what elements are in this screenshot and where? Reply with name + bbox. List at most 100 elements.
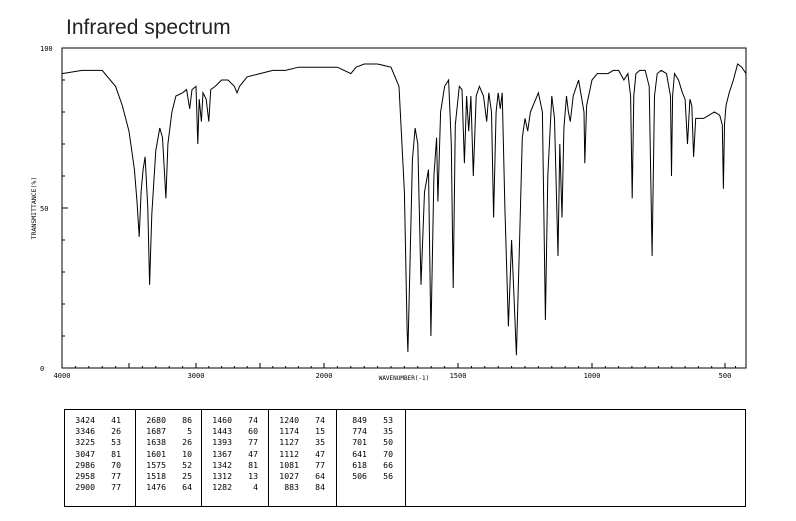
- peak-transmittance: 74: [315, 415, 325, 425]
- peak-transmittance: 70: [383, 448, 393, 459]
- peak-transmittance: 53: [111, 437, 121, 448]
- peak-transmittance: 25: [182, 471, 192, 482]
- peak-transmittance: 86: [182, 415, 192, 425]
- peak-wavenumber: 2680: [146, 415, 166, 425]
- peak-transmittance: 26: [182, 437, 192, 448]
- peak-wavenumber: 1027: [279, 471, 299, 482]
- peak-wavenumber: 641: [352, 448, 367, 459]
- peak-table: 3424 41 3346 26 3225 53 3047 81 2986 70 2958 77 2900…: [64, 409, 746, 507]
- y-tick-label: 0: [40, 365, 44, 373]
- x-tick-label: 4000: [54, 372, 71, 380]
- peak-transmittance: 66: [383, 459, 393, 470]
- peak-transmittance: 5: [187, 426, 192, 437]
- x-axis-label: WAVENUMBER(-1): [379, 375, 430, 382]
- peak-transmittance: 13: [248, 471, 258, 482]
- peak-wavenumber: 506: [352, 471, 367, 482]
- peak-wavenumber: 618: [352, 459, 367, 470]
- y-tick-label: 100: [40, 45, 53, 53]
- peak-table-row: 641 70: [337, 449, 405, 460]
- peak-table-row: 2680 86: [136, 415, 201, 426]
- peak-transmittance: 53: [383, 415, 393, 425]
- peak-transmittance: 64: [182, 482, 192, 493]
- peak-transmittance: 52: [182, 459, 192, 470]
- x-tick-label: 2000: [316, 372, 333, 380]
- peak-table-row: 1312 13: [202, 471, 268, 482]
- peak-table-row: 1601 10: [136, 449, 201, 460]
- x-tick-label: 1000: [584, 372, 601, 380]
- peak-table-row: 883 84: [269, 482, 336, 493]
- peak-table-row: 1240 74: [269, 415, 336, 426]
- plot-frame: [61, 47, 747, 369]
- peak-wavenumber: 1127: [279, 437, 299, 448]
- peak-table-row: 1518 25: [136, 471, 201, 482]
- peak-table-row: 3225 53: [65, 437, 135, 448]
- peak-table-row: 774 35: [337, 426, 405, 437]
- peak-wavenumber: 1312: [212, 471, 232, 482]
- peak-table-row: 849 53: [337, 415, 405, 426]
- peak-transmittance: 47: [248, 448, 258, 459]
- peak-transmittance: 84: [315, 482, 325, 493]
- peak-wavenumber: 1601: [146, 448, 166, 459]
- peak-wavenumber: 1367: [212, 448, 232, 459]
- peak-transmittance: 77: [248, 437, 258, 448]
- peak-table-row: 1575 52: [136, 460, 201, 471]
- peak-table-row: 1443 60: [202, 426, 268, 437]
- peak-table-row: 618 66: [337, 460, 405, 471]
- peak-table-row: 1027 64: [269, 471, 336, 482]
- y-tick-label: 50: [40, 205, 48, 213]
- peak-wavenumber: 1174: [279, 426, 299, 437]
- peak-wavenumber: 1240: [279, 415, 299, 425]
- peak-wavenumber: 1443: [212, 426, 232, 437]
- peak-transmittance: 64: [315, 471, 325, 482]
- peak-transmittance: 70: [111, 459, 121, 470]
- spectrum-line: [61, 63, 747, 356]
- peak-table-row: 1174 15: [269, 426, 336, 437]
- peak-table-row: 1367 47: [202, 449, 268, 460]
- x-tick-label: 1500: [450, 372, 467, 380]
- peak-table-row: 3424 41: [65, 415, 135, 426]
- peak-wavenumber: 701: [352, 437, 367, 448]
- peak-wavenumber: 1081: [279, 459, 299, 470]
- peak-table-column: 3424 41 3346 26 3225 53 3047 81 2986 70 2958 77 2900…: [65, 410, 136, 506]
- peak-table-row: 1476 64: [136, 482, 201, 493]
- peak-transmittance: 15: [315, 426, 325, 437]
- peak-wavenumber: 3225: [75, 437, 95, 448]
- peak-table-row: 1460 74: [202, 415, 268, 426]
- x-tick-label: 500: [719, 372, 732, 380]
- x-tick-label: 3000: [188, 372, 205, 380]
- peak-transmittance: 41: [111, 415, 121, 425]
- peak-wavenumber: 1112: [279, 448, 299, 459]
- peak-transmittance: 56: [383, 471, 393, 482]
- peak-transmittance: 77: [111, 482, 121, 493]
- peak-wavenumber: 1282: [212, 482, 232, 493]
- peak-transmittance: 4: [253, 482, 258, 493]
- peak-transmittance: 10: [182, 448, 192, 459]
- peak-wavenumber: 3424: [75, 415, 95, 425]
- peak-transmittance: 35: [315, 437, 325, 448]
- peak-wavenumber: 1687: [146, 426, 166, 437]
- peak-table-row: 1282 4: [202, 482, 268, 493]
- y-axis: 0 50 100: [40, 45, 68, 373]
- peak-table-row: 3346 26: [65, 426, 135, 437]
- peak-table-row: 2900 77: [65, 482, 135, 493]
- peak-transmittance: 35: [383, 426, 393, 437]
- peak-transmittance: 81: [248, 459, 258, 470]
- peak-table-row: 1393 77: [202, 437, 268, 448]
- peak-table-column: 1460 74 1443 60 1393 77 1367 47 1342 81 1312 13 1282…: [202, 410, 269, 506]
- peak-transmittance: 77: [111, 471, 121, 482]
- peak-table-row: 2958 77: [65, 471, 135, 482]
- peak-transmittance: 81: [111, 448, 121, 459]
- peak-wavenumber: 774: [352, 426, 367, 437]
- peak-wavenumber: 1476: [146, 482, 166, 493]
- ir-spectrum-chart: 0 50 100 4000 3000 2000 1500 1000 500 TRANSMITT…: [30, 45, 747, 382]
- peak-table-row: 2986 70: [65, 460, 135, 471]
- peak-wavenumber: 1460: [212, 415, 232, 425]
- peak-table-row: 506 56: [337, 471, 405, 482]
- peak-transmittance: 60: [248, 426, 258, 437]
- peak-table-row: 3047 81: [65, 449, 135, 460]
- peak-table-column: 1240 74 1174 15 1127 35 1112 47 1081 77 1027 64 883 8…: [269, 410, 337, 506]
- peak-table-row: 1687 5: [136, 426, 201, 437]
- peak-table-row: 1112 47: [269, 449, 336, 460]
- peak-table-row: 1127 35: [269, 437, 336, 448]
- peak-wavenumber: 3346: [75, 426, 95, 437]
